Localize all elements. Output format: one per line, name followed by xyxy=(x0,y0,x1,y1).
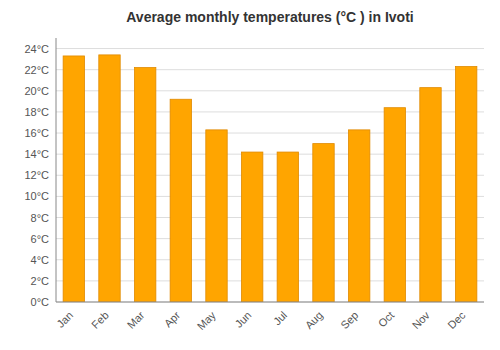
bar xyxy=(99,55,120,302)
y-tick-label: 12°C xyxy=(24,169,49,181)
x-tick-label: Aug xyxy=(303,309,325,331)
y-tick-label: 4°C xyxy=(31,254,50,266)
bar xyxy=(277,152,298,302)
x-tick-label: Oct xyxy=(376,309,397,330)
title: Average monthly temperatures (°C ) in Iv… xyxy=(126,9,413,25)
y-axis: 0°C 2°C 4°C 6°C 8°C 10°C 12°C 14°C 16°C 18°C 20°C 2… xyxy=(24,43,484,308)
bar xyxy=(206,130,227,302)
y-tick-label: 14°C xyxy=(24,148,49,160)
bar xyxy=(455,67,476,302)
bar xyxy=(384,108,405,302)
x-tick-label: Jun xyxy=(233,309,254,330)
y-tick-label: 20°C xyxy=(24,85,49,97)
y-tick-label: 6°C xyxy=(31,233,50,245)
chart: Average monthly temperatures (°C ) in Iv… xyxy=(0,0,500,350)
bars xyxy=(63,55,477,302)
bar xyxy=(241,152,262,302)
x-tick-label: Feb xyxy=(89,309,111,331)
y-axis-line xyxy=(56,38,57,302)
x-tick-label: May xyxy=(195,309,219,333)
y-tick-label: 24°C xyxy=(24,43,49,55)
x-tick-label: Nov xyxy=(410,309,433,332)
x-tick-label: Jan xyxy=(54,309,75,330)
bar xyxy=(348,130,369,302)
x-tick-label: Sep xyxy=(338,309,360,331)
page: {"chart_data": {"type": "bar", "title": … xyxy=(0,0,500,350)
x-axis-line xyxy=(56,302,484,303)
x-tick-label: Dec xyxy=(445,309,468,332)
y-tick-label: 10°C xyxy=(24,190,49,202)
y-tick-label: 18°C xyxy=(24,106,49,118)
bar xyxy=(170,99,191,302)
bar xyxy=(63,56,84,302)
bar xyxy=(313,144,334,302)
grid-line xyxy=(56,48,484,49)
x-tick-label: Mar xyxy=(125,309,147,331)
y-tick-label: 8°C xyxy=(31,212,50,224)
y-tick-label: 22°C xyxy=(24,64,49,76)
bar xyxy=(420,88,441,302)
y-tick-label: 16°C xyxy=(24,127,49,139)
x-axis: Jan Feb Mar Apr May Jun Jul Aug Sep Oct Nov Dec xyxy=(54,309,468,333)
x-tick-label: Apr xyxy=(162,309,183,330)
grid-line xyxy=(56,302,484,303)
x-tick-label: Jul xyxy=(271,309,289,327)
y-tick-label: 0°C xyxy=(31,296,50,308)
y-tick-label: 2°C xyxy=(31,275,50,287)
bar xyxy=(134,68,155,302)
